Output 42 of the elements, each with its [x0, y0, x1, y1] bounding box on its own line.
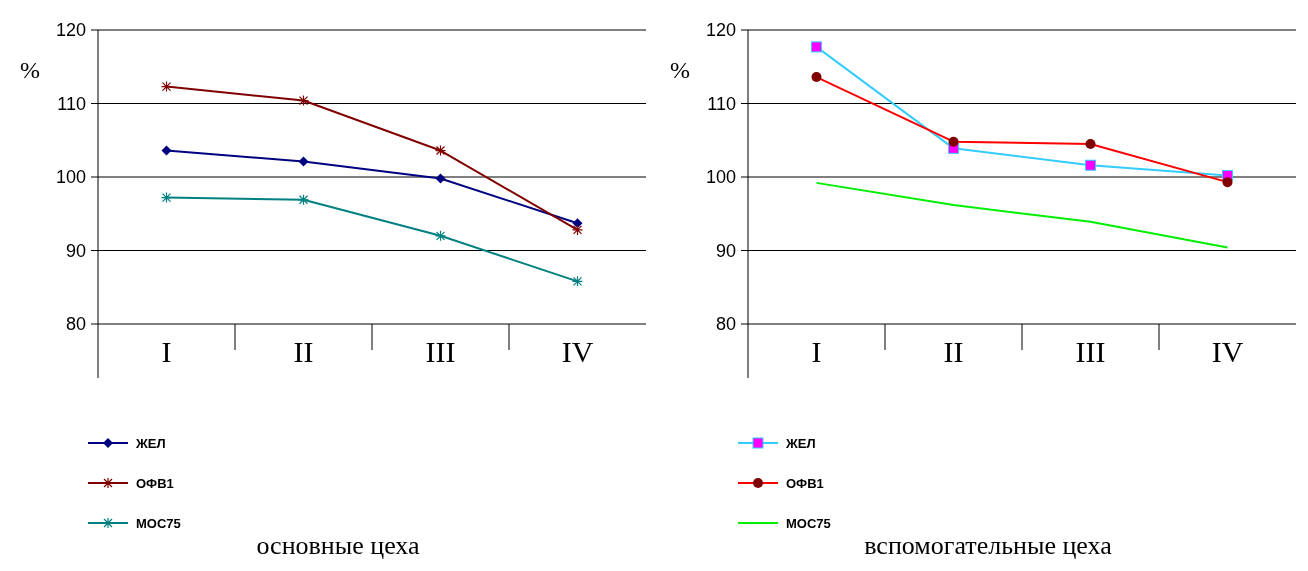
- point: [434, 144, 447, 157]
- legend-label: МОС75: [786, 515, 831, 531]
- y-tick-label: 80: [65, 314, 86, 335]
- y-tick-label: 80: [715, 314, 736, 335]
- y-tick-label: 100: [705, 167, 736, 188]
- point: [297, 94, 310, 107]
- x-tick-label: II: [943, 335, 964, 368]
- y-axis-title: %: [670, 57, 690, 83]
- point: [811, 41, 822, 53]
- text: основные цеха: [256, 531, 421, 560]
- point: [572, 218, 583, 229]
- text: вспомогательные цеха: [864, 531, 1113, 560]
- point: [434, 230, 447, 242]
- y-axis-title: %: [20, 57, 40, 83]
- y-tick-label: 120: [705, 20, 736, 41]
- x-tick-label: I: [161, 335, 172, 368]
- point: [435, 173, 446, 184]
- x-tick-label: I: [811, 335, 822, 368]
- y-tick-label: 90: [715, 240, 736, 261]
- line-series: [815, 181, 1229, 249]
- point: [297, 194, 310, 206]
- y-tick-label: 100: [55, 167, 86, 188]
- point: [571, 275, 584, 287]
- legend-label: ЖЕЛ: [785, 435, 816, 451]
- point: [298, 156, 309, 167]
- x-tick-label: III: [425, 335, 456, 368]
- y-tick-label: 90: [65, 240, 86, 261]
- x-tick-label: IV: [561, 335, 594, 368]
- point: [1085, 159, 1096, 171]
- legend-label: МОС75: [136, 515, 181, 531]
- point: [160, 191, 173, 204]
- x-tick-label: IV: [1211, 335, 1244, 368]
- y-tick-label: 120: [55, 20, 86, 41]
- x-tick-label: II: [293, 335, 314, 368]
- legend-label: ЖЕЛ: [135, 435, 166, 451]
- x-tick-label: III: [1075, 335, 1106, 368]
- legend-label: ОФВ1: [786, 475, 824, 491]
- point: [161, 145, 172, 156]
- y-tick-label: 110: [57, 93, 86, 114]
- y-tick-label: 110: [707, 93, 736, 114]
- point: [571, 224, 584, 236]
- legend-label: ОФВ1: [136, 475, 174, 491]
